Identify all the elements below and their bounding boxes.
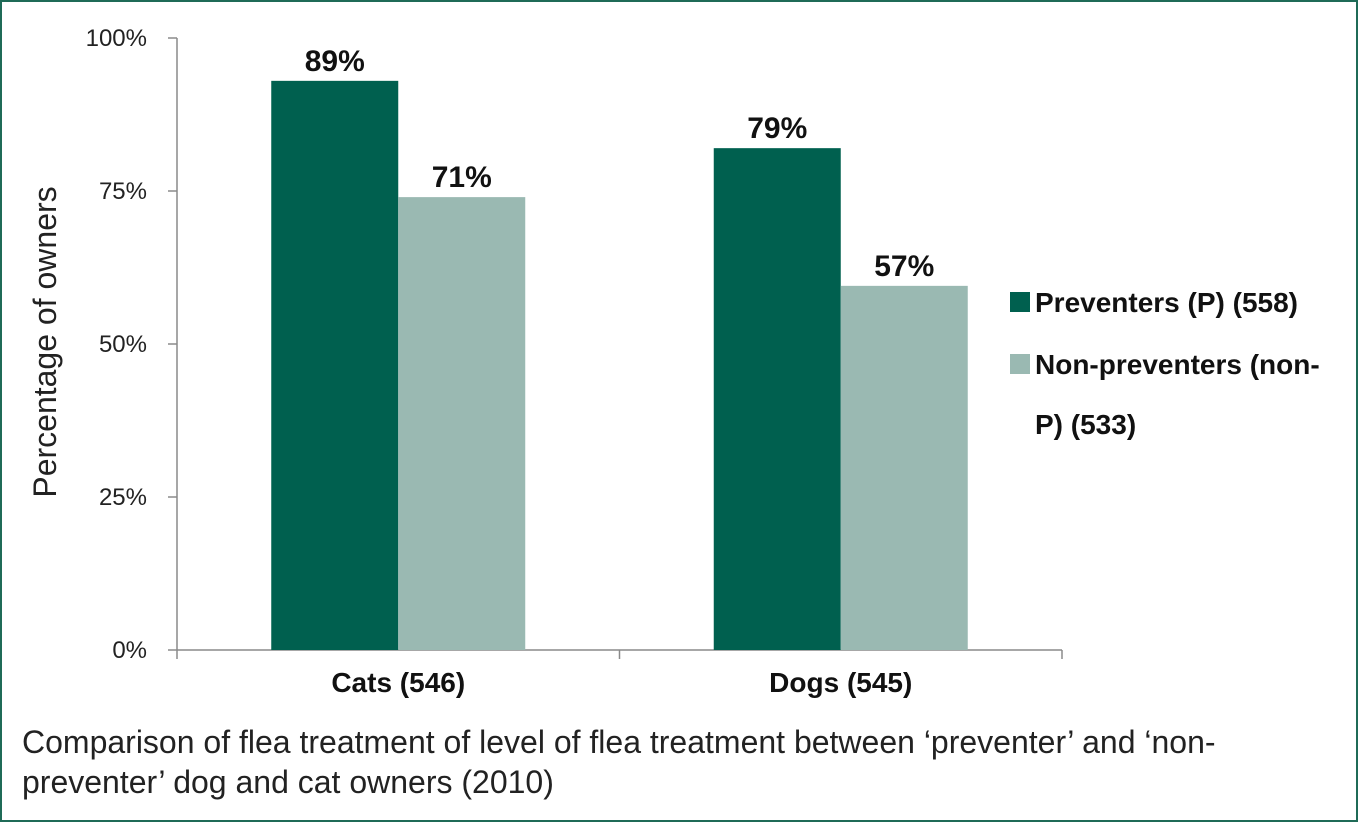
bar-non-preventers-dogs — [840, 285, 968, 650]
data-label: 71% — [432, 161, 492, 194]
bars — [271, 80, 968, 651]
legend-swatch-non-preventers — [1010, 354, 1030, 374]
x-category-label: Dogs (545) — [769, 667, 912, 698]
data-label: 89% — [305, 45, 365, 78]
x-category-label: Cats (546) — [331, 667, 465, 698]
figure-caption: Comparison of flea treatment of level of… — [22, 724, 1216, 800]
legend-label-preventers: Preventers (P) (558) — [1035, 287, 1298, 318]
y-tick-label: 0% — [112, 637, 147, 664]
y-tick-label: 50% — [99, 331, 147, 358]
legend: Preventers (P) (558) Non-preventers (non… — [1010, 287, 1320, 440]
y-axis-label: Percentage of owners — [27, 186, 63, 497]
bar-preventers-cats — [271, 80, 399, 651]
data-labels: 89% 71% 79% 57% — [305, 45, 935, 283]
y-tick-label: 25% — [99, 484, 147, 511]
bar-non-preventers-cats — [398, 197, 526, 650]
legend-label-non-preventers-line2: P) (533) — [1035, 409, 1136, 440]
y-tick-label: 75% — [99, 178, 147, 205]
data-label: 79% — [747, 112, 807, 145]
bar-preventers-dogs — [713, 148, 841, 650]
legend-swatch-preventers — [1010, 292, 1030, 312]
legend-label-non-preventers-line1: Non-preventers (non- — [1035, 349, 1320, 380]
y-tick-label: 100% — [86, 25, 147, 52]
data-label: 57% — [874, 250, 934, 283]
